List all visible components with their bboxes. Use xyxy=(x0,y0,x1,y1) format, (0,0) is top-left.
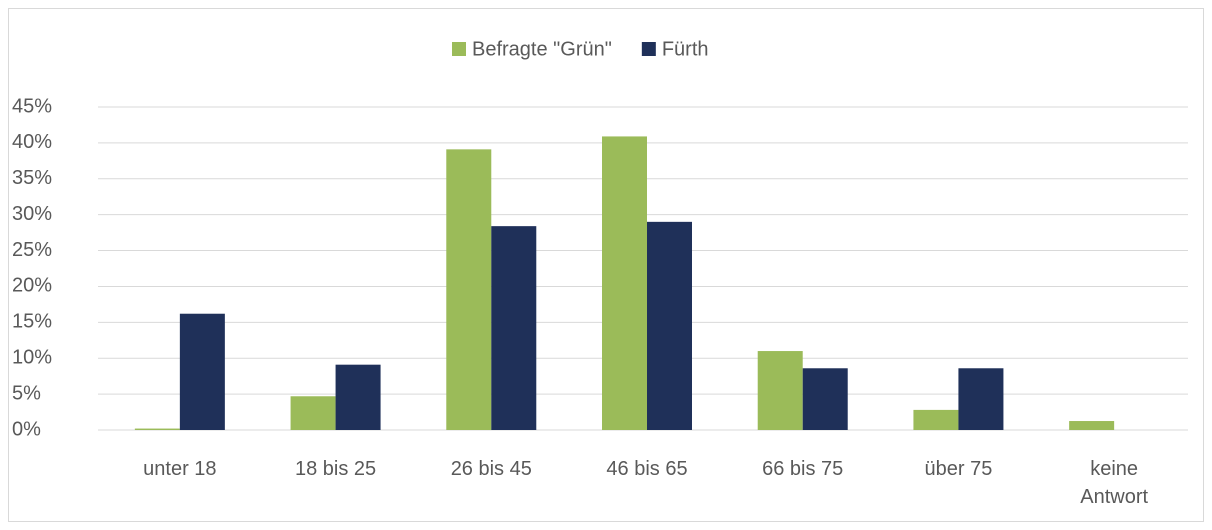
x-tick-label: 46 bis 65 xyxy=(606,458,688,480)
bar xyxy=(602,136,647,430)
bar xyxy=(958,368,1004,430)
x-tick-label: 26 bis 45 xyxy=(450,458,532,480)
bar xyxy=(134,428,180,430)
bar xyxy=(757,351,803,430)
y-tick-label: 20% xyxy=(12,275,52,297)
bar xyxy=(491,226,537,430)
y-tick-label: 35% xyxy=(12,167,52,189)
y-tick-label: 45% xyxy=(12,95,52,117)
bar xyxy=(802,368,848,430)
bar xyxy=(179,313,225,430)
y-tick-label: 5% xyxy=(12,382,41,404)
legend-swatch xyxy=(641,42,656,56)
y-tick-label: 15% xyxy=(12,311,52,333)
bar xyxy=(446,149,492,431)
x-tick-label: 18 bis 25 xyxy=(294,458,377,480)
legend-label: Fürth xyxy=(662,38,709,60)
y-tick-label: 10% xyxy=(12,347,52,369)
y-tick-label: 40% xyxy=(12,131,52,153)
y-tick-label: 0% xyxy=(12,418,41,440)
x-tick-label: keine Antwort xyxy=(1080,458,1149,508)
x-tick-label: 66 bis 75 xyxy=(762,458,844,480)
bar xyxy=(913,409,959,430)
bar xyxy=(1069,421,1115,430)
y-tick-label: 25% xyxy=(12,239,52,261)
x-tick-label: unter 18 xyxy=(143,458,217,480)
x-tick-label: über 75 xyxy=(924,458,993,480)
bar xyxy=(647,221,692,430)
legend-label: Befragte "Grün" xyxy=(472,38,612,60)
legend-swatch xyxy=(452,42,466,56)
bar xyxy=(335,364,381,430)
bar xyxy=(290,396,336,430)
y-tick-label: 30% xyxy=(12,203,52,225)
